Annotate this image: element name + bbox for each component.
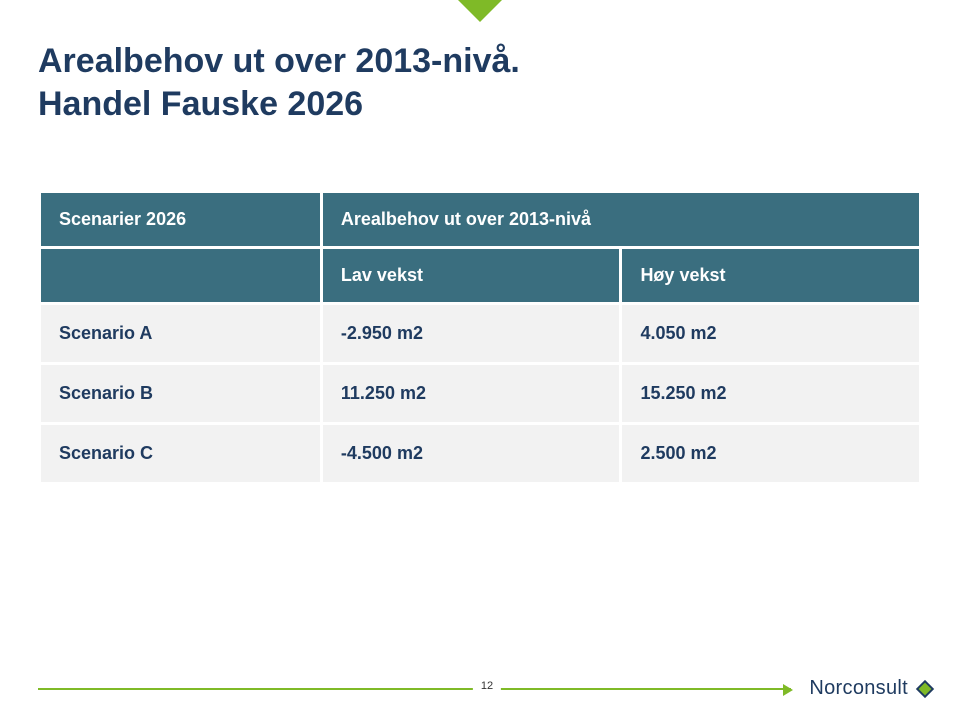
page-number: 12 [473,680,501,692]
header-scenarier: Scenarier 2026 [40,192,322,248]
scenario-hoy: 4.050 m2 [621,304,921,364]
header-arealbehov: Arealbehov ut over 2013-nivå [321,192,920,248]
header-hoy-vekst: Høy vekst [621,248,921,304]
brand-name-text: Norconsult [809,677,908,700]
scenario-hoy: 15.250 m2 [621,364,921,424]
table-row: Scenario C -4.500 m2 2.500 m2 [40,424,921,484]
footer-bar: Norconsult 12 [38,677,936,700]
brand-diamond-icon [914,678,936,700]
header-empty [40,248,322,304]
scenario-table-container: Scenarier 2026 Arealbehov ut over 2013-n… [38,190,922,485]
title-line-1: Arealbehov ut over 2013-nivå. [38,42,520,80]
footer-rule-decoration [38,688,791,690]
page-title: Arealbehov ut over 2013-nivå. Handel Fau… [38,40,520,125]
scenario-hoy: 2.500 m2 [621,424,921,484]
table-row: Scenario B 11.250 m2 15.250 m2 [40,364,921,424]
title-line-2: Handel Fauske 2026 [38,85,363,123]
header-lav-vekst: Lav vekst [321,248,621,304]
scenario-table: Scenarier 2026 Arealbehov ut over 2013-n… [38,190,922,485]
brand-logo: Norconsult [809,677,936,700]
tab-arrow-decoration [458,0,502,22]
scenario-label: Scenario B [40,364,322,424]
scenario-lav: -2.950 m2 [321,304,621,364]
table-header-row-2: Lav vekst Høy vekst [40,248,921,304]
scenario-label: Scenario C [40,424,322,484]
scenario-label: Scenario A [40,304,322,364]
table-header-row-1: Scenarier 2026 Arealbehov ut over 2013-n… [40,192,921,248]
table-row: Scenario A -2.950 m2 4.050 m2 [40,304,921,364]
scenario-lav: 11.250 m2 [321,364,621,424]
scenario-lav: -4.500 m2 [321,424,621,484]
